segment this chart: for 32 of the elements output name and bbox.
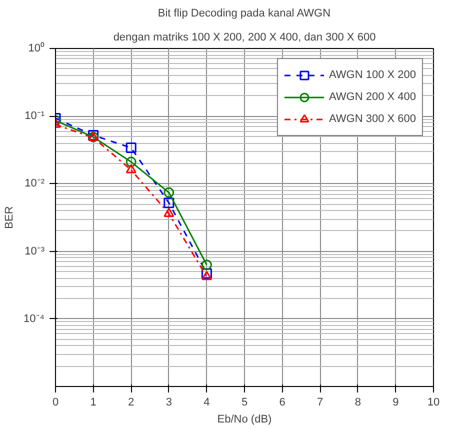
x-tick-label: 3 [166,396,172,408]
x-axis-title: Eb/No (dB) [217,414,272,426]
legend-label: AWGN 300 X 600 [328,113,416,125]
point [164,208,174,218]
x-tick-label: 9 [392,396,399,408]
y-tick-label: 10⁰ [28,42,45,54]
x-tick-label: 5 [241,396,248,408]
y-tick-label: 10⁻⁴ [24,312,45,325]
y-tick-label: 10⁻¹ [24,110,45,122]
x-tick-label: 6 [279,396,286,408]
point [164,187,174,198]
x-tick-label: 1 [90,396,96,408]
chart-subtitle: dengan matriks 100 X 200, 200 X 400, dan 300 X 600 [113,32,376,44]
x-tick-label: 10 [427,396,440,408]
point [126,164,136,174]
y-axis-title: BER [4,206,16,229]
point [201,260,212,270]
chart-title: Bit flip Decoding pada kanal AWGN [158,8,331,20]
point [126,142,136,154]
legend-label: AWGN 100 X 200 [328,69,416,81]
y-tick-label: 10⁻² [24,178,45,190]
legend-label: AWGN 200 X 400 [328,91,416,103]
x-tick-label: 2 [128,396,134,408]
point [201,270,212,280]
point [164,198,174,208]
x-tick-label: 0 [52,396,59,408]
point [126,156,136,168]
point [201,268,212,279]
x-tick-label: 4 [204,396,210,408]
y-tick-label: 10⁻³ [24,245,45,258]
x-tick-label: 8 [354,396,361,408]
x-tick-label: 7 [317,396,324,408]
